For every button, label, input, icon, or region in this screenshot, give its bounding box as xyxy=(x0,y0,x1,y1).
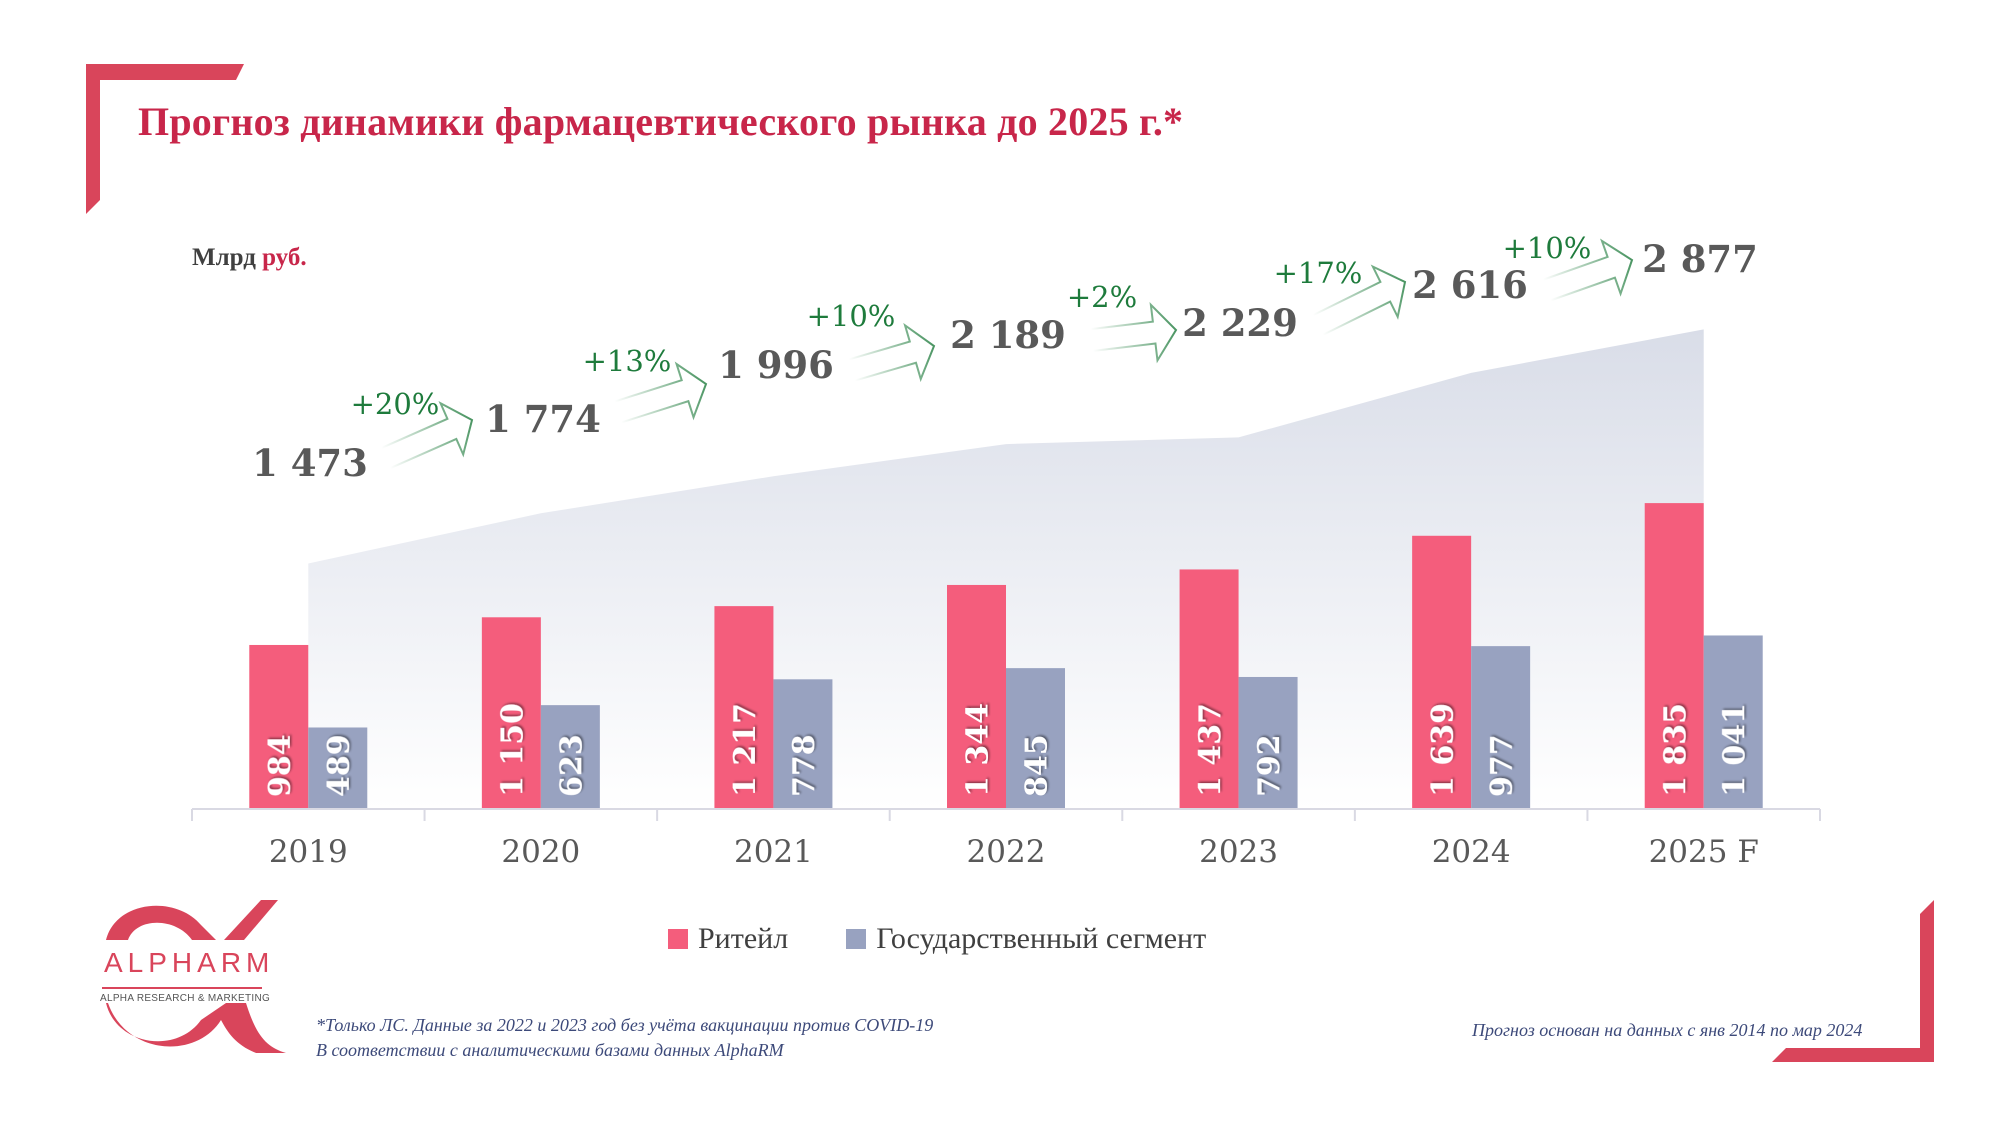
total-area xyxy=(308,329,1704,809)
bar-government xyxy=(1238,676,1298,809)
bar-retail xyxy=(1179,569,1239,809)
data-label-government: 1 041 xyxy=(1717,703,1752,797)
total-label: 2 229 xyxy=(1182,301,1298,345)
bar-retail xyxy=(481,617,541,809)
data-label-government: 623 xyxy=(554,734,589,797)
top-left-bracket xyxy=(86,64,244,214)
bar-government xyxy=(773,679,833,809)
alpharm-logo-icon xyxy=(106,900,286,1053)
page-title: Прогноз динамики фармацевтического рынка… xyxy=(138,99,1184,144)
bar-retail xyxy=(947,584,1006,809)
unit-prefix: Млрд xyxy=(192,244,256,271)
growth-arrow-icon xyxy=(381,401,474,469)
data-label-government: 792 xyxy=(1252,734,1287,797)
x-tick-label: 2024 xyxy=(1432,834,1511,870)
footnote-2: В соответствии с аналитическими базами д… xyxy=(316,1040,784,1060)
logo-tagline: ALPHA RESEARCH & MARKETING xyxy=(100,993,271,1004)
x-tick-label: 2020 xyxy=(501,834,580,870)
x-tick-label: 2025 F xyxy=(1649,834,1759,870)
legend-swatch-government xyxy=(846,929,867,949)
growth-label: +2% xyxy=(1067,280,1137,314)
x-tick-label: 2021 xyxy=(734,834,813,870)
data-label-government: 845 xyxy=(1020,734,1055,797)
bar-government xyxy=(540,705,600,809)
data-label-retail: 1 835 xyxy=(1658,703,1693,797)
total-label: 2 616 xyxy=(1412,263,1528,307)
bar-government xyxy=(308,727,368,809)
data-label-retail: 1 437 xyxy=(1193,703,1228,797)
total-label: 2 189 xyxy=(950,313,1066,357)
data-label-retail: 1 639 xyxy=(1426,703,1461,797)
growth-label: +17% xyxy=(1274,256,1363,290)
total-label: 2 877 xyxy=(1642,237,1758,281)
bar-government xyxy=(1006,668,1065,809)
x-tick-label: 2019 xyxy=(269,834,348,870)
growth-arrow-icon xyxy=(1312,264,1407,336)
growth-label: +10% xyxy=(807,299,896,333)
growth-label: +20% xyxy=(351,387,440,421)
bar-retail xyxy=(714,606,774,809)
data-label-retail: 1 217 xyxy=(728,703,763,797)
growth-arrow-icon xyxy=(1090,302,1178,364)
total-label: 1 473 xyxy=(252,441,368,485)
legend: Ритейл Государственный сегмент xyxy=(668,922,1264,956)
data-label-retail: 1 344 xyxy=(961,703,996,797)
logo-name: ALPHARM xyxy=(104,947,275,978)
forecast-basis-note: Прогноз основан на данных с янв 2014 по … xyxy=(1472,1020,1863,1040)
x-tick-label: 2023 xyxy=(1199,834,1278,870)
bar-government xyxy=(1471,646,1531,809)
data-label-government: 977 xyxy=(1485,734,1520,797)
growth-arrow-icon xyxy=(1543,238,1634,302)
growth-arrow-icon xyxy=(848,322,936,383)
bar-retail xyxy=(249,644,309,809)
total-label: 1 996 xyxy=(718,343,834,387)
bar-retail xyxy=(1412,535,1472,809)
growth-label: +13% xyxy=(583,344,672,378)
legend-label-government: Государственный сегмент xyxy=(876,922,1207,955)
bar-government xyxy=(1703,635,1763,809)
unit-accent: руб. xyxy=(262,244,307,271)
data-label-retail: 1 150 xyxy=(495,703,530,797)
growth-arrow-icon xyxy=(614,361,708,424)
bar-retail xyxy=(1644,503,1704,809)
legend-label-retail: Ритейл xyxy=(698,922,789,955)
data-label-government: 489 xyxy=(322,734,357,797)
legend-swatch-retail xyxy=(668,929,688,949)
legend-item-government: Государственный сегмент xyxy=(846,922,1206,956)
footnote-1: *Только ЛС. Данные за 2022 и 2023 год бе… xyxy=(316,1015,934,1035)
total-label: 1 774 xyxy=(485,397,601,441)
data-label-government: 778 xyxy=(787,734,822,797)
data-label-retail: 984 xyxy=(263,734,298,797)
logo-divider xyxy=(102,987,262,989)
legend-item-retail: Ритейл xyxy=(668,922,788,956)
unit-label: Млрд руб. xyxy=(192,244,307,272)
growth-label: +10% xyxy=(1503,231,1592,265)
x-tick-label: 2022 xyxy=(967,834,1046,870)
